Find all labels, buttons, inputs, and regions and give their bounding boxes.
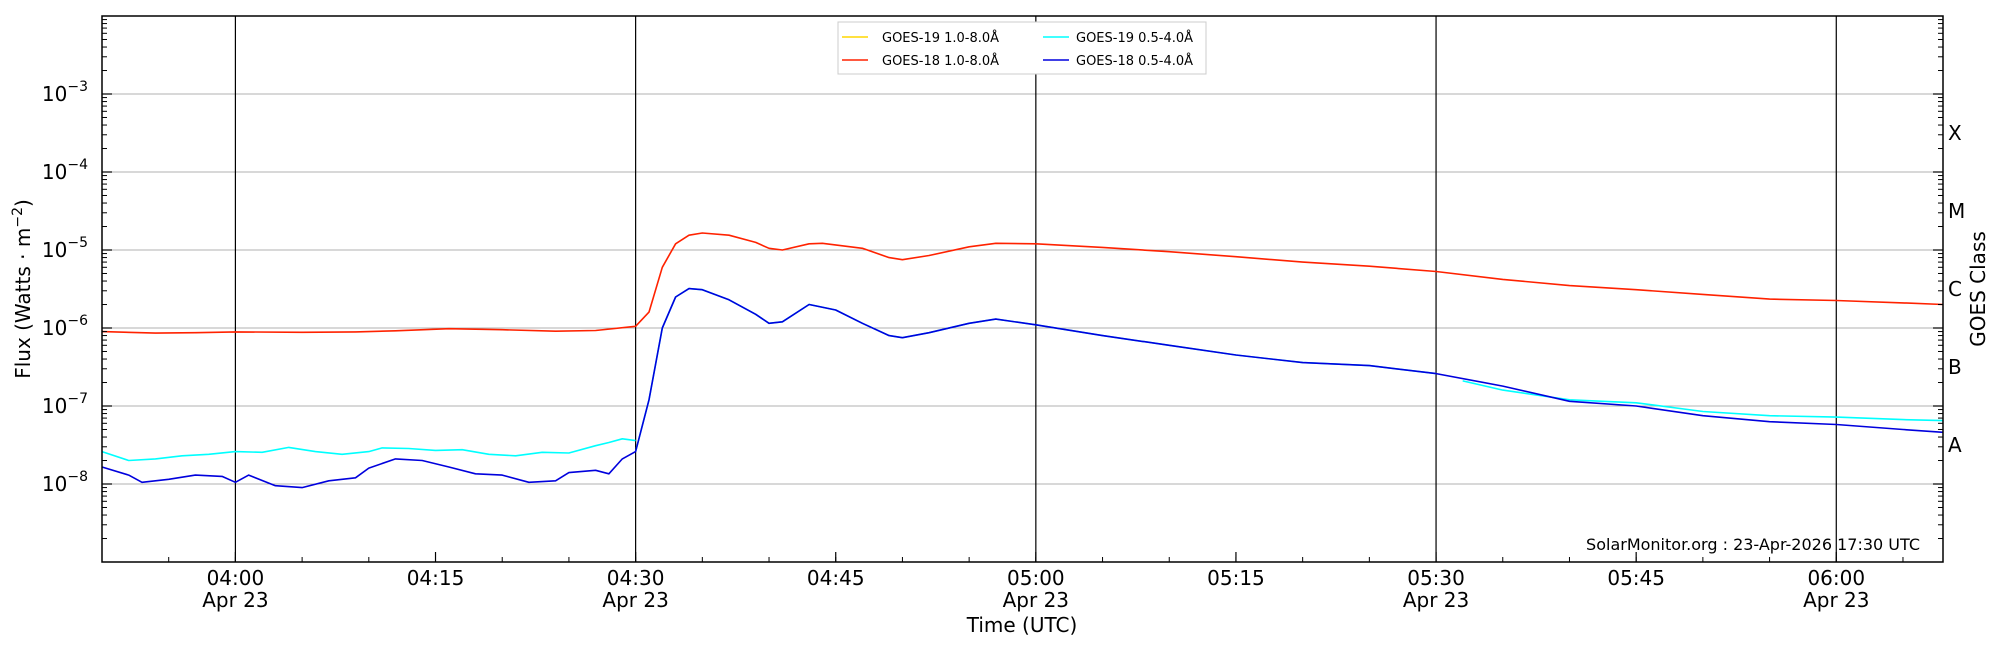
legend-label-goes18-short: GOES-18 0.5-4.0Å (1076, 53, 1193, 69)
series-line-goes-19-0-5-4-0- (101, 438, 636, 462)
y-tick-label: 10−3 (42, 79, 88, 106)
y-axis: 10−8 10−7 10−6 10−5 10−4 10−3 (42, 19, 1943, 540)
x-axis-title: Time (UTC) (966, 613, 1078, 637)
y-tick-label: 10−7 (42, 391, 88, 418)
goes-class-title: GOES Class (1966, 231, 1990, 347)
goes-class-label: C (1948, 277, 1962, 301)
x-tick-date-label: Apr 23 (602, 588, 668, 612)
grid-layer (102, 16, 1943, 562)
x-tick-date-label: Apr 23 (202, 588, 268, 612)
plot-frame (101, 15, 1944, 563)
series-line-goes-18-1-0-8-0- (101, 232, 1944, 334)
series-layer (101, 232, 1944, 489)
goes-class-axis: A B C M X (1948, 121, 1965, 457)
y-tick-label: 10−6 (42, 313, 88, 340)
y-tick-label: 10−5 (42, 235, 88, 262)
x-tick-time-label: 05:45 (1607, 566, 1665, 590)
legend: GOES-19 1.0-8.0Å GOES-18 1.0-8.0Å GOES-1… (837, 21, 1207, 75)
legend-label-goes19-short: GOES-19 0.5-4.0Å (1076, 30, 1193, 46)
goes-class-label: X (1948, 121, 1962, 145)
series-line-goes-19-0-5-4-0- (1462, 380, 1944, 422)
goes-class-label: A (1948, 433, 1962, 457)
x-tick-time-label: 04:15 (407, 566, 465, 590)
x-tick-time-label: 04:00 (207, 566, 265, 590)
x-tick-time-label: 05:15 (1207, 566, 1265, 590)
x-tick-time-label: 06:00 (1807, 566, 1865, 590)
goes-class-label: B (1948, 355, 1962, 379)
x-tick-time-label: 04:45 (807, 566, 865, 590)
y-axis-title: Flux (Watts · m−2) (10, 199, 35, 379)
y-tick-label: 10−4 (42, 157, 88, 184)
source-annotation: SolarMonitor.org : 23-Apr-2026 17:30 UTC (1586, 535, 1920, 554)
x-tick-time-label: 04:30 (607, 566, 665, 590)
legend-box (837, 21, 1207, 75)
x-tick-time-label: 05:00 (1007, 566, 1065, 590)
legend-label-goes19-long: GOES-19 1.0-8.0Å (882, 30, 999, 46)
series-line-goes-18-0-5-4-0- (101, 287, 1944, 489)
y-tick-label: 10−8 (42, 469, 88, 496)
legend-label-goes18-long: GOES-18 1.0-8.0Å (882, 53, 999, 69)
x-tick-date-label: Apr 23 (1803, 588, 1869, 612)
goes-class-label: M (1948, 199, 1965, 223)
x-tick-date-label: Apr 23 (1003, 588, 1069, 612)
x-tick-date-label: Apr 23 (1403, 588, 1469, 612)
x-tick-time-label: 05:30 (1407, 566, 1465, 590)
